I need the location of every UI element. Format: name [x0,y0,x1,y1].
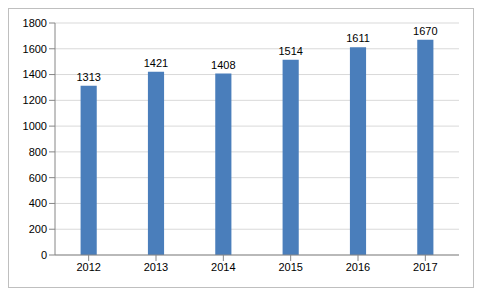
svg-text:2016: 2016 [346,261,370,273]
svg-text:400: 400 [29,197,47,209]
svg-text:1200: 1200 [23,94,47,106]
svg-text:200: 200 [29,223,47,235]
svg-text:1514: 1514 [278,45,302,57]
svg-text:2012: 2012 [76,261,100,273]
svg-text:1611: 1611 [346,32,370,44]
svg-text:1408: 1408 [211,59,235,71]
svg-text:800: 800 [29,146,47,158]
svg-text:2015: 2015 [278,261,302,273]
svg-text:1400: 1400 [23,68,47,80]
svg-text:1421: 1421 [144,57,168,69]
svg-text:1313: 1313 [76,71,100,83]
svg-text:0: 0 [41,249,47,261]
svg-text:2014: 2014 [211,261,235,273]
svg-text:1000: 1000 [23,120,47,132]
svg-text:2017: 2017 [413,261,437,273]
svg-text:1670: 1670 [413,25,437,37]
svg-text:1600: 1600 [23,43,47,55]
svg-text:1800: 1800 [23,17,47,29]
svg-text:600: 600 [29,172,47,184]
svg-text:2013: 2013 [144,261,168,273]
